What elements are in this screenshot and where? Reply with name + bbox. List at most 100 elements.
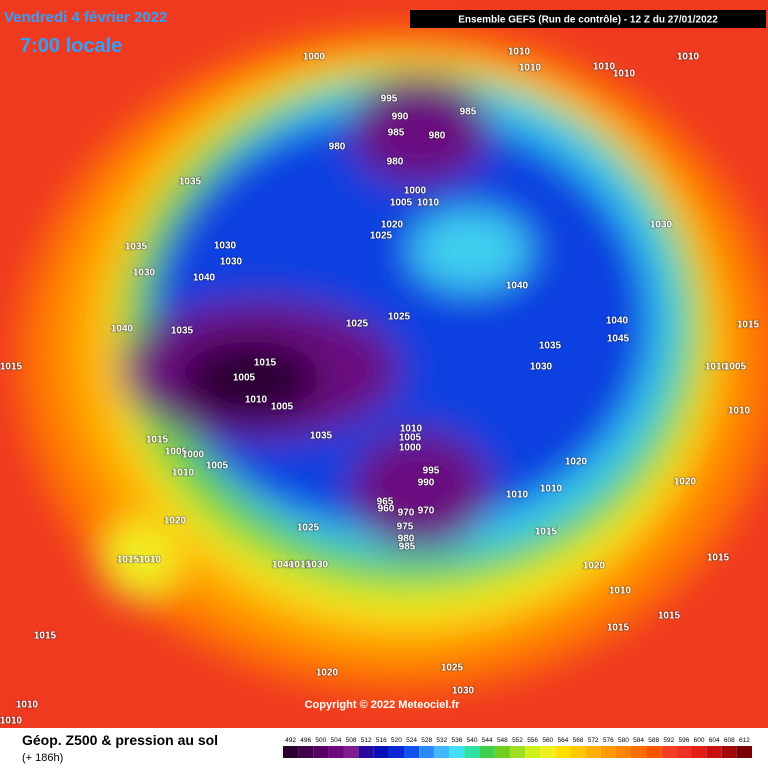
scale-label: 588 (648, 737, 659, 744)
copyright: Copyright © 2022 Meteociel.fr (305, 699, 461, 711)
isobar-label: 1010 (593, 62, 616, 73)
scale-label: 612 (739, 737, 750, 744)
isobar-label: 1010 (172, 468, 195, 479)
isobar-label: 1045 (607, 334, 630, 345)
isobar-label: 1010 (508, 47, 531, 58)
scale-label: 584 (633, 737, 644, 744)
isobar-label: 1020 (583, 561, 606, 572)
scale-swatch (736, 746, 752, 758)
isobar-label: 1015 (289, 560, 312, 571)
isobar-label: 1005 (399, 433, 422, 444)
isobar-label: 1005 (724, 362, 747, 373)
isobar-label: 980 (398, 534, 415, 545)
isobar-label: 1015 (707, 553, 730, 564)
isobar-label: 1005 (271, 402, 294, 413)
scale-label: 536 (452, 737, 463, 744)
isobar-label: 1010 (400, 424, 423, 435)
isobar-label: 1030 (530, 362, 553, 373)
scale-swatch (630, 746, 647, 758)
isobar-label: 980 (429, 131, 446, 142)
isobar-label: 1010 (609, 586, 632, 597)
isobar-label: 1010 (705, 362, 728, 373)
isobar-label: 1035 (539, 341, 562, 352)
isobar-label: 1015 (607, 623, 630, 634)
scale-label: 520 (391, 737, 402, 744)
isobar-label: 970 (418, 506, 435, 517)
isobar-label: 1035 (310, 431, 333, 442)
isobar-label: 1010 (0, 716, 23, 727)
isobar-label: 1015 (254, 358, 277, 369)
isobar-label: 1035 (125, 242, 148, 253)
scale-label: 504 (331, 737, 342, 744)
isobar-label: 1015 (737, 320, 760, 331)
scale-swatch (328, 746, 344, 758)
scale-label: 496 (300, 737, 311, 744)
isobar-label: 1015 (146, 435, 169, 446)
isobar-label: 1010 (245, 395, 268, 406)
scale-swatch (358, 746, 374, 758)
scale-swatch (419, 746, 435, 758)
scale-label: 592 (663, 737, 674, 744)
date: Vendredi 4 février 2022 (4, 9, 167, 26)
scale-label: 596 (678, 737, 689, 744)
scale-swatch (313, 746, 329, 758)
isobar-label: 1015 (535, 527, 558, 538)
isobar-label: 1005 (206, 461, 229, 472)
lead-time: (+ 186h) (22, 752, 63, 764)
isobar-label: 1015 (117, 555, 140, 566)
isobar-label: 1020 (164, 516, 187, 527)
scale-label: 508 (346, 737, 357, 744)
scale-swatch (555, 746, 571, 758)
isobar-label: 985 (388, 128, 405, 139)
isobar-label: 1015 (34, 631, 57, 642)
scale-swatch (434, 746, 450, 758)
scale-label: 600 (694, 737, 705, 744)
scale-label: 532 (436, 737, 447, 744)
isobar-label: 990 (418, 478, 435, 489)
scale-label: 608 (724, 737, 735, 744)
scale-label: 544 (482, 737, 493, 744)
scale-label: 500 (315, 737, 326, 744)
scale-swatch (298, 746, 314, 758)
scale-label: 528 (421, 737, 432, 744)
isobar-label: 1010 (677, 52, 700, 63)
isobar-label: 1040 (506, 281, 529, 292)
map-field (0, 0, 768, 728)
isobar-label: 1030 (650, 220, 673, 231)
scale-label: 572 (588, 737, 599, 744)
scale-swatch (494, 746, 510, 758)
scale-swatch (388, 746, 405, 758)
isobar-label: 980 (329, 142, 346, 153)
isobar-label: 1020 (565, 457, 588, 468)
isobar-label: 1000 (303, 52, 326, 63)
scale-swatch (509, 746, 526, 758)
isobar-label: 1000 (399, 443, 422, 454)
scale-label: 568 (573, 737, 584, 744)
isobar-label: 1010 (613, 69, 636, 80)
scale-swatch (525, 746, 541, 758)
isobar-label: 1010 (728, 406, 751, 417)
isobar-label: 970 (398, 508, 415, 519)
isobar-label: 985 (460, 107, 477, 118)
isobar-label: 1040 (272, 560, 295, 571)
scale-label: 512 (361, 737, 372, 744)
scale-swatch (449, 746, 465, 758)
scale-label: 524 (406, 737, 417, 744)
scale-swatch (585, 746, 601, 758)
isobar-label: 1040 (606, 316, 629, 327)
isobar-label: 1010 (139, 555, 162, 566)
scale-swatch (691, 746, 707, 758)
isobar-label: 1015 (658, 611, 681, 622)
scale-swatch (721, 746, 737, 758)
isobar-label: 1025 (388, 312, 411, 323)
scale-label: 580 (618, 737, 629, 744)
isobar-label: 990 (392, 112, 409, 123)
isobar-label: 1020 (674, 477, 697, 488)
scale-label: 564 (557, 737, 568, 744)
isobar-label: 1020 (381, 220, 404, 231)
scale-swatch (661, 746, 677, 758)
isobar-label: 965 (377, 497, 394, 508)
scale-swatch (676, 746, 692, 758)
